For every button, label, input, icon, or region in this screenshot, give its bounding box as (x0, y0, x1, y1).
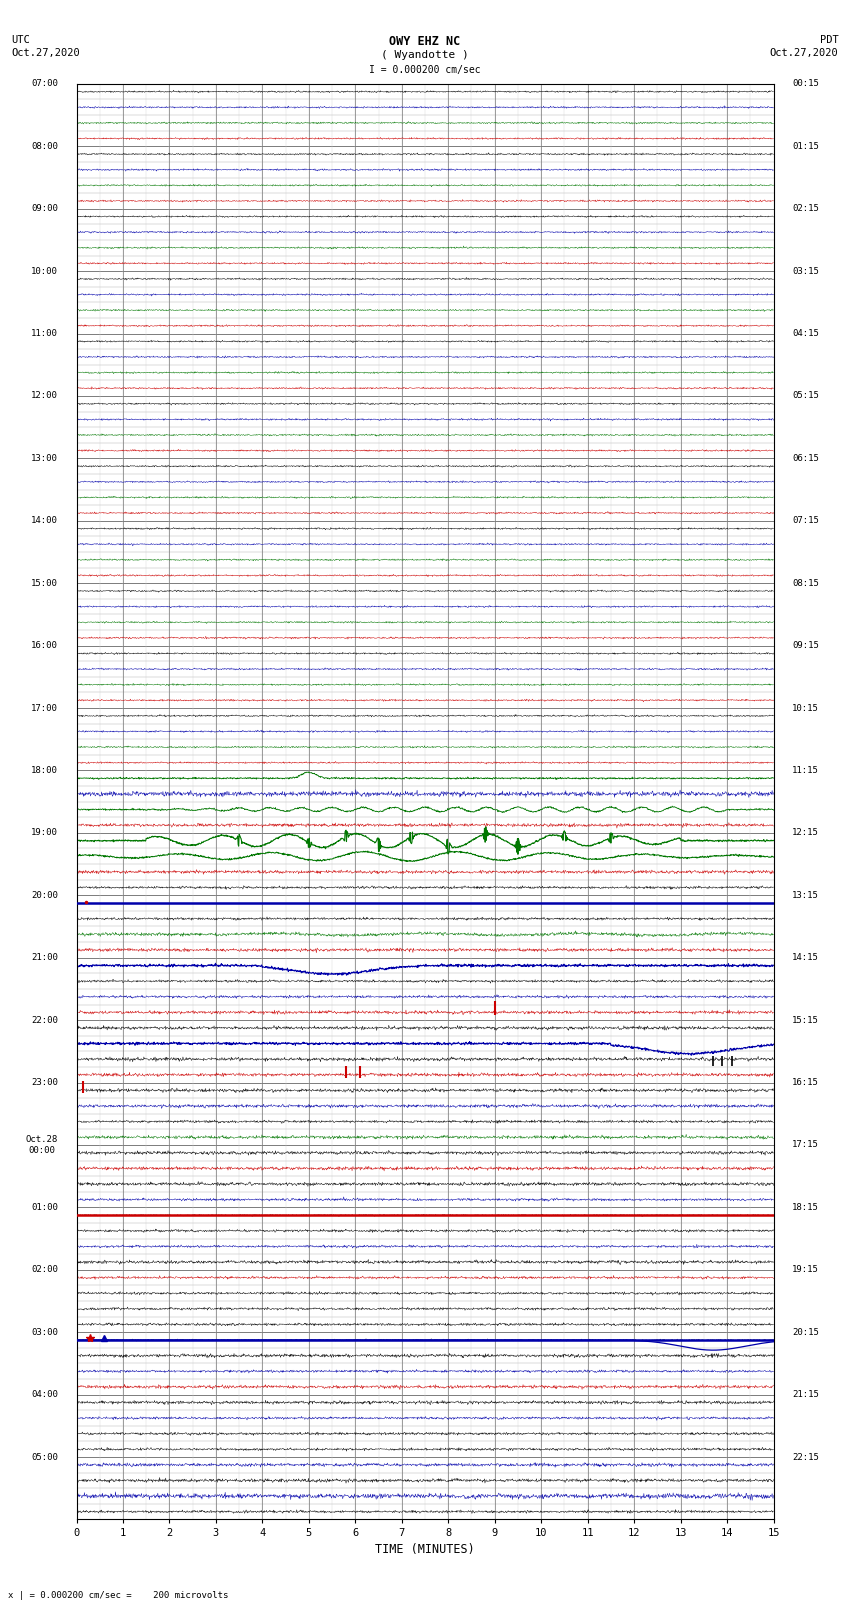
Text: 14:00: 14:00 (31, 516, 58, 526)
Text: 09:00: 09:00 (31, 205, 58, 213)
Text: 17:00: 17:00 (31, 703, 58, 713)
Text: Oct.28
00:00: Oct.28 00:00 (26, 1136, 58, 1155)
Text: 15:15: 15:15 (792, 1016, 819, 1024)
Text: 05:00: 05:00 (31, 1453, 58, 1461)
Text: OWY EHZ NC: OWY EHZ NC (389, 35, 461, 48)
Text: 21:15: 21:15 (792, 1390, 819, 1398)
Text: x | = 0.000200 cm/sec =    200 microvolts: x | = 0.000200 cm/sec = 200 microvolts (8, 1590, 229, 1600)
Text: 18:00: 18:00 (31, 766, 58, 774)
Text: 08:15: 08:15 (792, 579, 819, 587)
Text: 07:00: 07:00 (31, 79, 58, 89)
Text: 08:00: 08:00 (31, 142, 58, 150)
X-axis label: TIME (MINUTES): TIME (MINUTES) (375, 1542, 475, 1555)
Text: 13:15: 13:15 (792, 890, 819, 900)
Text: 14:15: 14:15 (792, 953, 819, 963)
Text: 07:15: 07:15 (792, 516, 819, 526)
Text: PDT: PDT (819, 35, 838, 45)
Text: 13:00: 13:00 (31, 453, 58, 463)
Text: 01:00: 01:00 (31, 1203, 58, 1211)
Text: 03:00: 03:00 (31, 1327, 58, 1337)
Text: 21:00: 21:00 (31, 953, 58, 963)
Text: 04:15: 04:15 (792, 329, 819, 339)
Text: 22:15: 22:15 (792, 1453, 819, 1461)
Text: 18:15: 18:15 (792, 1203, 819, 1211)
Text: 16:15: 16:15 (792, 1077, 819, 1087)
Text: 16:00: 16:00 (31, 640, 58, 650)
Text: 19:15: 19:15 (792, 1265, 819, 1274)
Text: 12:00: 12:00 (31, 392, 58, 400)
Text: 19:00: 19:00 (31, 829, 58, 837)
Text: 15:00: 15:00 (31, 579, 58, 587)
Text: Oct.27,2020: Oct.27,2020 (770, 48, 838, 58)
Text: 12:15: 12:15 (792, 829, 819, 837)
Text: 11:15: 11:15 (792, 766, 819, 774)
Text: 04:00: 04:00 (31, 1390, 58, 1398)
Text: 10:15: 10:15 (792, 703, 819, 713)
Text: 02:15: 02:15 (792, 205, 819, 213)
Text: 20:15: 20:15 (792, 1327, 819, 1337)
Text: 00:15: 00:15 (792, 79, 819, 89)
Text: I = 0.000200 cm/sec: I = 0.000200 cm/sec (369, 65, 481, 74)
Text: Oct.27,2020: Oct.27,2020 (11, 48, 80, 58)
Text: 02:00: 02:00 (31, 1265, 58, 1274)
Text: 05:15: 05:15 (792, 392, 819, 400)
Text: 09:15: 09:15 (792, 640, 819, 650)
Text: 20:00: 20:00 (31, 890, 58, 900)
Text: 03:15: 03:15 (792, 266, 819, 276)
Text: UTC: UTC (11, 35, 31, 45)
Text: 17:15: 17:15 (792, 1140, 819, 1150)
Text: 11:00: 11:00 (31, 329, 58, 339)
Text: 01:15: 01:15 (792, 142, 819, 150)
Text: ( Wyandotte ): ( Wyandotte ) (381, 50, 469, 60)
Text: 06:15: 06:15 (792, 453, 819, 463)
Text: 22:00: 22:00 (31, 1016, 58, 1024)
Text: 10:00: 10:00 (31, 266, 58, 276)
Text: 23:00: 23:00 (31, 1077, 58, 1087)
